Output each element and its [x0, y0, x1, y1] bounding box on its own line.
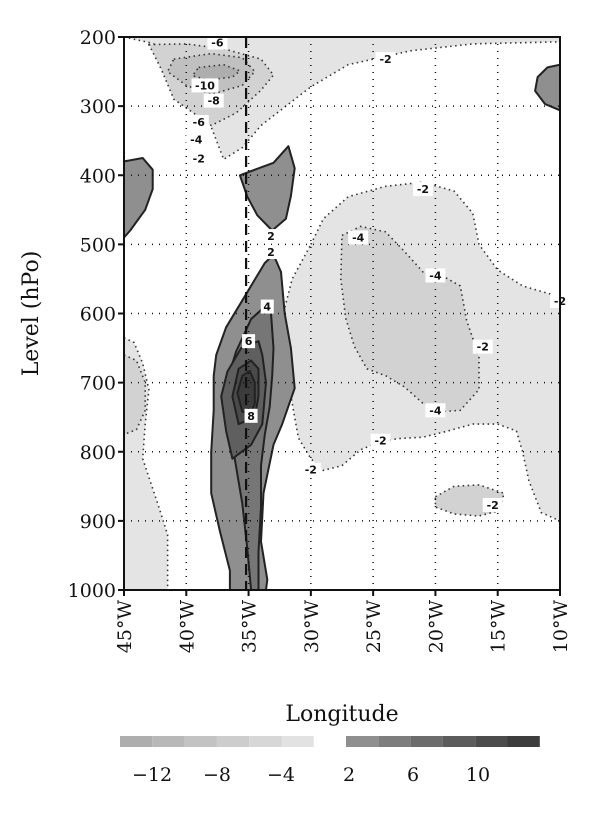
contour-label-3: -6 [193, 116, 206, 129]
contour-label-bg-20 [482, 497, 503, 512]
colorbar-label-1: −8 [203, 764, 231, 786]
contour-label-7: -2 [417, 183, 429, 196]
contour-label-bg-19 [300, 462, 321, 477]
contour-region-right-negative-inner [339, 225, 480, 413]
y-tick-label-900: 900 [80, 511, 116, 533]
contour-label-bg-15 [242, 334, 256, 349]
contour-label-bg-18 [370, 433, 391, 448]
colorbar-label-3: 2 [343, 764, 355, 786]
contour-label-8: 2 [267, 230, 275, 243]
contour-label-20: -2 [487, 499, 499, 512]
y-tick-label-700: 700 [80, 373, 116, 395]
contour-label-bg-3 [188, 115, 209, 130]
y-tick-label-500: 500 [80, 234, 116, 256]
colorbar-label-2: −4 [267, 764, 295, 786]
y-tick-label-400: 400 [80, 165, 116, 187]
contour-label-bg-4 [186, 132, 207, 147]
colorbar-negative-swatch-5 [281, 736, 314, 747]
x-tick-label-15°W: 15°W [488, 600, 510, 654]
contour-label-bg-8 [264, 229, 278, 244]
contour-label-bg-14 [472, 339, 493, 354]
contour-label-bg-0 [207, 35, 228, 50]
colorbar-negative-swatch-4 [249, 736, 282, 747]
contour-label-bg-12 [260, 299, 274, 314]
contour-label-5: -2 [193, 153, 205, 166]
colorbar-positive-swatch-4 [475, 736, 508, 747]
y-axis-title: Level (hPo) [19, 251, 44, 377]
contour-label-11: -4 [429, 269, 442, 282]
x-tick-label-40°W: 40°W [176, 600, 198, 654]
contour-label-15: 6 [245, 335, 253, 348]
colorbar-negative-swatch-3 [216, 736, 250, 747]
contour-label-17: -4 [429, 404, 442, 417]
colorbar-label-5: 10 [466, 764, 490, 786]
colorbar-positive-swatch-5 [507, 736, 540, 747]
x-tick-label-20°W: 20°W [425, 600, 447, 654]
contour-label-14: -2 [477, 341, 489, 354]
contour-label-4: -4 [190, 133, 203, 146]
colorbar-label-0: −12 [132, 764, 172, 786]
y-tick-label-1000: 1000 [68, 580, 116, 602]
contour-region-positive-upper-blob [238, 145, 296, 232]
colorbar-positive-swatch-3 [442, 736, 476, 747]
contour-region-upper-left-negative-center [191, 63, 241, 81]
colorbar-negative-swatch-0 [120, 736, 153, 747]
contour-label-bg-17 [425, 403, 446, 418]
contour-label-19: -2 [305, 464, 317, 477]
colorbar-positive-swatch-2 [410, 736, 443, 747]
contour-label-18: -2 [374, 435, 386, 448]
contour-label-0: -6 [211, 37, 224, 50]
contour-label-bg-5 [188, 151, 209, 166]
contour-label-2: -8 [208, 95, 220, 108]
contour-label-bg-2 [203, 93, 224, 108]
contour-label-bg-11 [425, 268, 446, 283]
colorbar-positive-swatch-0 [346, 736, 379, 747]
contour-label-bg-6 [375, 52, 396, 67]
contour-label-1: -10 [195, 79, 215, 92]
y-tick-label-200: 200 [80, 27, 116, 49]
contour-region-positive-left-blob [123, 157, 154, 239]
contour-region-left-negative-inner [123, 354, 146, 436]
y-tick-label-600: 600 [80, 304, 116, 326]
x-tick-label-30°W: 30°W [301, 600, 323, 654]
y-tick-label-300: 300 [80, 96, 116, 118]
contour-label-10: -4 [352, 231, 365, 244]
contour-label-6: -2 [379, 53, 391, 66]
x-axis-title: Longitude [285, 702, 398, 727]
x-tick-label-35°W: 35°W [239, 600, 261, 654]
contour-label-bg-10 [348, 230, 369, 245]
colorbar-positive-swatch-1 [378, 736, 411, 747]
colorbar-negative-swatch-1 [152, 736, 185, 747]
contour-label-bg-16 [244, 408, 258, 423]
colorbar-label-4: 6 [407, 764, 419, 786]
contour-label-bg-1 [191, 78, 219, 93]
contour-label-9: 2 [267, 246, 275, 259]
x-tick-label-10°W: 10°W [550, 600, 572, 654]
contour-label-bg-9 [264, 244, 278, 259]
contour-label-12: 4 [263, 301, 271, 314]
contour-label-bg-7 [412, 182, 433, 197]
colorbar-negative-swatch-2 [184, 736, 217, 747]
x-tick-label-25°W: 25°W [363, 600, 385, 654]
contour-label-16: 8 [247, 410, 255, 423]
x-tick-label-45°W: 45°W [114, 600, 136, 654]
y-tick-label-800: 800 [80, 442, 116, 464]
